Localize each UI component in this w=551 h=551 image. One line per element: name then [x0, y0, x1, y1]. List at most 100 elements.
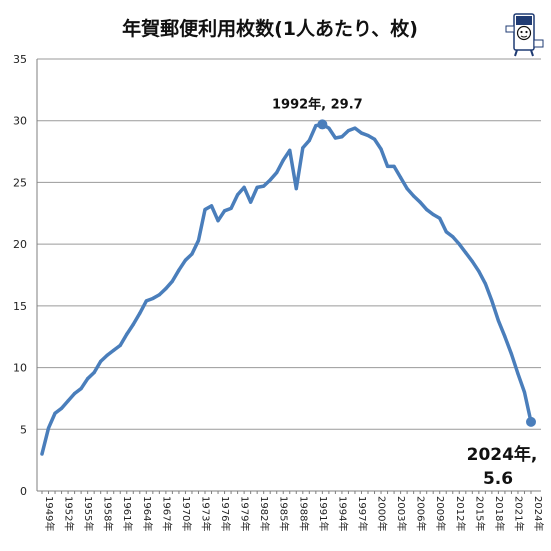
data-point [405, 187, 409, 191]
y-tick-label: 5 [20, 423, 27, 436]
data-point [470, 259, 474, 264]
data-point [242, 185, 246, 189]
data-point [392, 164, 396, 168]
x-tick-label: 2021年 [512, 496, 525, 531]
series-layer [40, 119, 536, 456]
data-point [177, 268, 181, 272]
y-tick-label: 35 [13, 53, 27, 66]
data-point [236, 193, 240, 197]
x-tick-label: 2009年 [434, 496, 447, 531]
data-point [496, 319, 500, 323]
data-point [418, 200, 422, 204]
y-tick-label: 25 [13, 176, 27, 189]
data-point [464, 251, 468, 255]
data-point [457, 242, 461, 246]
x-tick-label: 1970年 [180, 496, 193, 531]
data-point [483, 282, 487, 286]
data-point [509, 352, 514, 356]
series-line [40, 122, 533, 456]
data-point [170, 279, 174, 283]
data-point [164, 286, 168, 291]
x-tick-label: 1985年 [278, 496, 291, 531]
data-point [73, 391, 77, 396]
last-point-marker [526, 416, 536, 427]
x-tick-label: 1967年 [160, 496, 173, 531]
data-point [353, 126, 357, 130]
data-point [346, 128, 351, 133]
data-point [131, 322, 135, 326]
data-point [340, 135, 344, 139]
data-point [503, 335, 507, 339]
data-point [92, 370, 96, 375]
x-tick-label: 1979年 [239, 496, 252, 531]
x-tick-label: 1988年 [297, 496, 310, 531]
data-point [399, 175, 403, 180]
x-tick-label: 2024年 [532, 496, 545, 531]
data-point [425, 207, 429, 212]
last-point-annotation-line2: 5.6 [483, 469, 513, 489]
x-tick-label: 2012年 [454, 496, 467, 531]
x-tick-label: 2015年 [473, 496, 486, 531]
x-tick-label: 1982年 [258, 496, 271, 531]
y-tick-labels: 0 5 10 15 20 25 30 35 [13, 53, 27, 498]
data-point [229, 206, 233, 210]
x-tick-label: 1964年 [141, 496, 154, 531]
data-point [112, 348, 116, 352]
data-point [301, 146, 305, 150]
data-point [99, 359, 103, 363]
x-tick-label: 1997年 [356, 496, 369, 531]
data-point [157, 293, 161, 297]
data-point [451, 235, 455, 239]
data-point [125, 332, 129, 336]
data-point [444, 230, 448, 234]
data-point [281, 158, 285, 162]
data-point [209, 204, 214, 208]
data-point [216, 219, 220, 223]
chart-title: 年賀郵便利用枚数(1人あたり、枚) [122, 17, 418, 40]
data-point [40, 452, 44, 456]
x-tick-label: 1952年 [63, 496, 76, 531]
data-point [477, 269, 481, 273]
data-point [327, 126, 331, 130]
x-tick-label: 1961年 [121, 496, 134, 531]
data-point [490, 299, 494, 303]
data-point [196, 238, 201, 243]
peak-marker [317, 119, 328, 130]
gridlines [37, 58, 541, 430]
x-tick-label: 1991年 [317, 496, 330, 531]
y-tick-label: 20 [13, 238, 27, 251]
data-point [203, 207, 207, 212]
data-point [118, 343, 122, 347]
peak-annotation: 1992年, 29.7 [272, 96, 363, 112]
x-tick-label: 1955年 [82, 496, 95, 531]
data-point [262, 184, 266, 188]
y-tick-label: 15 [13, 300, 27, 313]
data-point [275, 170, 279, 175]
data-point [379, 147, 383, 151]
data-point [288, 148, 292, 152]
x-tick-label: 1958年 [102, 496, 115, 531]
x-tick-label: 1973年 [199, 496, 212, 531]
data-point [516, 372, 520, 376]
data-point [412, 194, 416, 198]
x-tick-label: 1994年 [336, 496, 349, 531]
y-tick-label: 10 [13, 362, 27, 375]
data-point [294, 187, 298, 191]
data-point [359, 131, 364, 135]
x-tick-label: 2000年 [376, 496, 389, 531]
data-point [255, 185, 259, 189]
data-point [366, 133, 370, 138]
data-point [431, 212, 435, 217]
data-point [307, 138, 311, 143]
y-tick-label: 30 [13, 115, 27, 128]
y-tick-label: 0 [20, 485, 27, 498]
data-point [79, 386, 83, 391]
x-tick-label: 1949年 [43, 496, 56, 531]
data-point [59, 406, 64, 410]
data-point [53, 411, 57, 415]
data-point [46, 426, 51, 430]
data-point [333, 136, 337, 140]
data-point [190, 252, 194, 256]
